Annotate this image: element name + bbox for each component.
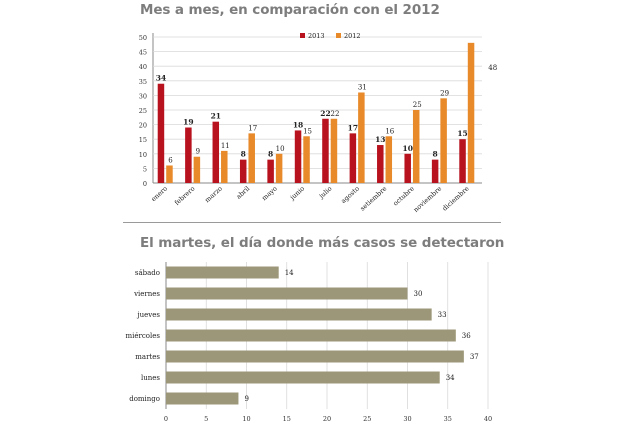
bar-2012-octubre bbox=[412, 110, 420, 183]
data-label-2013: 8 bbox=[433, 150, 438, 159]
data-label-2013: 13 bbox=[375, 135, 385, 144]
data-label-2013: 10 bbox=[402, 144, 412, 153]
data-label-2013: 8 bbox=[241, 150, 246, 159]
y-tick-label: 30 bbox=[139, 92, 147, 100]
y-tick-label: 25 bbox=[139, 107, 147, 115]
y-tick-label: 40 bbox=[139, 63, 147, 71]
data-label-2013: 8 bbox=[268, 150, 273, 159]
data-label-2013: 34 bbox=[156, 74, 166, 83]
bottom-chart-title: El martes, el día donde más casos se det… bbox=[140, 235, 505, 251]
data-label-2012: 16 bbox=[385, 127, 394, 135]
y-tick-label: 10 bbox=[139, 151, 147, 159]
bar-2013-octubre bbox=[404, 153, 411, 183]
data-label-2012: 9 bbox=[196, 148, 200, 156]
data-label-2012: 25 bbox=[413, 101, 422, 109]
bar-2013-mayo bbox=[267, 159, 274, 183]
x-tick-label: 40 bbox=[484, 415, 492, 423]
bar-2012-enero bbox=[166, 165, 173, 183]
bar-2012-mayo bbox=[275, 153, 283, 183]
data-label: 14 bbox=[285, 269, 294, 277]
y-tick-label: 50 bbox=[139, 34, 147, 42]
bar-2013-junio bbox=[294, 130, 302, 183]
data-label-2012: 15 bbox=[303, 127, 312, 135]
data-label-2012: 48 bbox=[488, 64, 497, 72]
bar-2013-febrero bbox=[185, 127, 192, 183]
data-label-2012: 10 bbox=[276, 145, 285, 153]
bar-2012-noviembre bbox=[440, 98, 447, 183]
legend-swatch-2012 bbox=[336, 33, 341, 38]
y-tick-label: sábado bbox=[135, 269, 160, 277]
bar-2013-agosto bbox=[349, 133, 357, 183]
bar-2013-marzo bbox=[212, 121, 220, 183]
data-label-2012: 6 bbox=[168, 156, 173, 164]
bar-jueves bbox=[166, 308, 432, 321]
y-tick-label: domingo bbox=[129, 395, 160, 403]
x-tick-label: 20 bbox=[323, 415, 331, 423]
y-tick-label: martes bbox=[135, 353, 160, 361]
x-tick-label: 10 bbox=[242, 415, 250, 423]
y-tick-label: 45 bbox=[139, 49, 147, 57]
bar-2012-junio bbox=[303, 136, 310, 183]
bar-sábado bbox=[166, 266, 279, 279]
data-label: 33 bbox=[438, 311, 447, 319]
x-tick-label: 30 bbox=[403, 415, 411, 423]
data-label-2013: 22 bbox=[320, 109, 330, 118]
bar-lunes bbox=[166, 371, 440, 384]
bar-2013-enero bbox=[157, 83, 165, 183]
legend-swatch-2013 bbox=[300, 33, 305, 38]
bar-2013-diciembre bbox=[459, 139, 466, 183]
data-label-2013: 19 bbox=[183, 118, 193, 127]
y-tick-label: 0 bbox=[143, 180, 147, 188]
data-label-2012: 17 bbox=[248, 124, 257, 132]
bar-2012-marzo bbox=[221, 150, 228, 183]
data-label: 30 bbox=[414, 290, 423, 298]
bar-2013-julio bbox=[322, 118, 329, 183]
y-tick-label: 20 bbox=[139, 122, 147, 130]
bar-2012-agosto bbox=[358, 92, 365, 183]
data-label-2012: 11 bbox=[221, 142, 230, 150]
bar-2012-abril bbox=[248, 133, 255, 183]
y-tick-label: jueves bbox=[136, 311, 160, 319]
legend-label-2013: 2013 bbox=[308, 32, 325, 40]
y-tick-label: miércoles bbox=[126, 332, 161, 340]
legend-label-2012: 2012 bbox=[344, 32, 361, 40]
data-label-2013: 21 bbox=[211, 112, 221, 121]
data-label-2013: 17 bbox=[348, 123, 358, 132]
data-label: 9 bbox=[244, 395, 248, 403]
bar-martes bbox=[166, 350, 464, 363]
bar-2013-setiembre bbox=[377, 145, 384, 183]
bar-2012-setiembre bbox=[385, 136, 393, 183]
bar-miércoles bbox=[166, 329, 456, 342]
data-label-2013: 15 bbox=[457, 129, 467, 138]
data-label: 34 bbox=[446, 374, 455, 382]
data-label-2013: 18 bbox=[293, 120, 303, 129]
y-tick-label: 5 bbox=[143, 165, 147, 173]
bar-2012-julio bbox=[330, 118, 338, 183]
y-tick-label: lunes bbox=[141, 374, 160, 382]
x-tick-label: 15 bbox=[283, 415, 291, 423]
x-tick-label: 25 bbox=[363, 415, 371, 423]
y-tick-label: 15 bbox=[139, 136, 147, 144]
bar-2012-febrero bbox=[193, 156, 201, 183]
bar-viernes bbox=[166, 287, 408, 300]
data-label: 36 bbox=[462, 332, 471, 340]
y-tick-label: viernes bbox=[133, 290, 160, 298]
bar-2013-abril bbox=[239, 159, 247, 183]
data-label-2012: 29 bbox=[440, 89, 449, 97]
top-chart-title: Mes a mes, en comparación con el 2012 bbox=[140, 2, 440, 18]
bar-2013-noviembre bbox=[431, 159, 439, 183]
bar-domingo bbox=[166, 392, 239, 405]
y-tick-label: 35 bbox=[139, 78, 147, 86]
x-tick-label: 5 bbox=[204, 415, 208, 423]
data-label-2012: 31 bbox=[358, 83, 367, 91]
x-tick-label: 0 bbox=[164, 415, 168, 423]
data-label: 37 bbox=[470, 353, 479, 361]
bar-2012-diciembre bbox=[467, 42, 475, 184]
x-tick-label: 35 bbox=[444, 415, 452, 423]
section-divider bbox=[123, 222, 501, 223]
data-label-2012: 22 bbox=[330, 110, 339, 118]
